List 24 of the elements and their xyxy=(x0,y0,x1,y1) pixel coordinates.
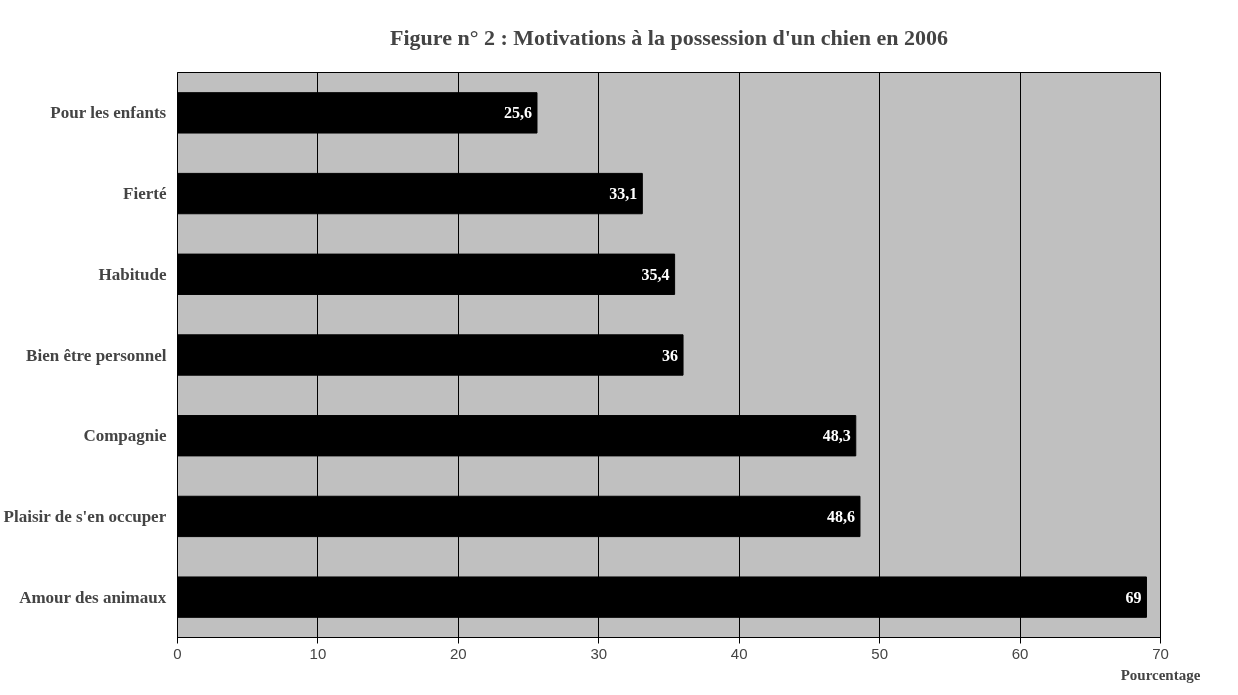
data-label: 35,4 xyxy=(641,265,670,283)
x-tick-label: 30 xyxy=(590,644,608,662)
data-label: 33,1 xyxy=(609,185,638,203)
y-tick-label: Fierté xyxy=(123,184,167,204)
x-tick-label: 70 xyxy=(1152,644,1169,662)
x-tick-label: 40 xyxy=(730,644,748,662)
y-tick-label: Amour des animaux xyxy=(19,587,167,607)
x-tick-label: 0 xyxy=(173,644,182,662)
x-tick-label: 20 xyxy=(450,644,467,662)
y-tick-label: Compagnie xyxy=(83,426,167,446)
x-tick-label: 50 xyxy=(871,644,888,662)
y-tick-label: Habitude xyxy=(98,264,167,284)
data-label: 25,6 xyxy=(504,104,532,122)
x-tick-label: 60 xyxy=(1011,644,1029,662)
data-label: 69 xyxy=(1125,588,1142,606)
y-tick-label: Plaisir de s'en occuper xyxy=(3,506,167,526)
data-label: 36 xyxy=(662,346,679,364)
chart-title: Figure n° 2 : Motivations à la possession d'un chien en 2006 xyxy=(390,25,948,50)
x-tick-label: 10 xyxy=(309,644,327,662)
y-tick-label: Bien être personnel xyxy=(26,345,167,365)
x-axis-title: Pourcentage xyxy=(1120,666,1201,683)
data-label: 48,6 xyxy=(826,507,855,525)
data-label: 48,3 xyxy=(822,427,851,445)
y-tick-label: Pour les enfants xyxy=(50,103,167,123)
